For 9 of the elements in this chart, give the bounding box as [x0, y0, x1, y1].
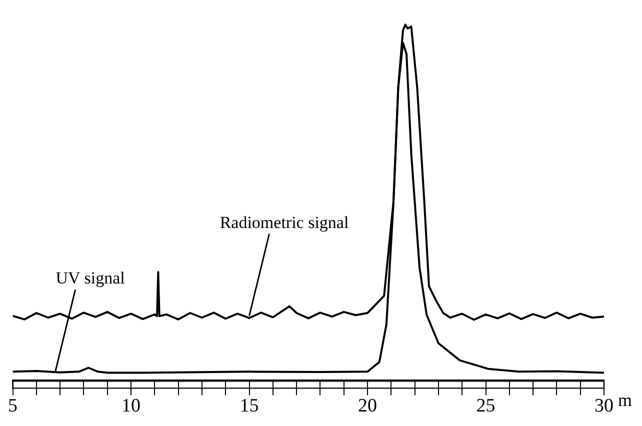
annotation: Radiometric signal — [220, 212, 349, 232]
x-tick-label: 25 — [476, 396, 496, 417]
x-tick-label: 5 — [8, 396, 18, 417]
x-tick-label: 20 — [358, 396, 377, 417]
x-axis-title: m — [618, 390, 632, 410]
x-tick-label: 10 — [122, 396, 140, 417]
x-tick-label: 15 — [240, 396, 259, 417]
x-tick-label: 30 — [594, 396, 614, 417]
annotation: UV signal — [56, 268, 126, 288]
